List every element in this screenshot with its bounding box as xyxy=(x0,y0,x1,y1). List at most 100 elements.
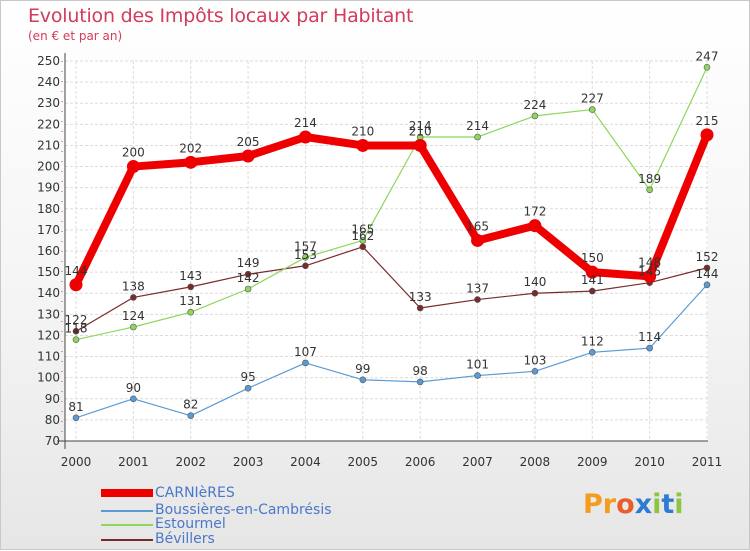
y-tick-label: 250 xyxy=(37,54,60,68)
data-point-estourmel xyxy=(130,323,137,331)
x-tick-label: 2011 xyxy=(692,455,723,469)
data-label-bevillers: 152 xyxy=(696,250,719,264)
logo-letter: x xyxy=(634,489,653,520)
data-label-estourmel: 214 xyxy=(466,119,489,133)
data-label-carnieres: 214 xyxy=(294,116,317,130)
data-label-boussieres-en-cambresis: 82 xyxy=(183,398,198,412)
y-tick-label: 160 xyxy=(37,244,60,258)
data-point-boussieres-en-cambresis xyxy=(244,384,252,392)
data-point-estourmel xyxy=(187,308,195,316)
data-point-boussieres-en-cambresis xyxy=(531,368,539,375)
series-layer xyxy=(69,64,714,422)
data-point-bevillers xyxy=(703,264,711,272)
x-tick-label: 2002 xyxy=(175,455,206,469)
data-label-bevillers: 145 xyxy=(638,265,661,279)
data-point-estourmel xyxy=(588,106,596,113)
series-line-estourmel xyxy=(75,66,708,341)
data-point-estourmel xyxy=(646,186,653,194)
axis-layer: 7080901001101201301401501601701801902002… xyxy=(37,53,722,469)
data-point-boussieres-en-cambresis xyxy=(302,359,309,367)
series-line-carnieres xyxy=(72,130,711,289)
data-label-estourmel: 118 xyxy=(65,322,88,336)
x-tick-label: 2009 xyxy=(577,455,608,469)
data-point-bevillers xyxy=(130,294,137,301)
y-tick-label: 100 xyxy=(37,371,60,385)
y-tick-label: 180 xyxy=(37,202,60,216)
data-point-estourmel xyxy=(302,254,309,261)
data-label-carnieres: 210 xyxy=(409,124,432,138)
y-tick-label: 140 xyxy=(37,286,60,300)
x-tick-label: 2004 xyxy=(290,455,321,469)
data-label-estourmel: 227 xyxy=(581,92,604,106)
data-point-bevillers xyxy=(359,243,367,251)
data-point-bevillers xyxy=(244,270,252,278)
data-label-layer: 81 90 82 95 107 99 98 101 103 112 114 144 122 138 143 1… xyxy=(65,49,719,413)
data-point-bevillers xyxy=(416,304,424,312)
y-tick-label: 90 xyxy=(45,392,60,406)
data-point-bevillers xyxy=(531,289,539,297)
data-label-estourmel: 124 xyxy=(122,309,145,323)
data-label-boussieres-en-cambresis: 107 xyxy=(294,345,317,359)
data-point-estourmel xyxy=(474,133,481,141)
legend-label: CARNIèRES xyxy=(155,485,235,501)
x-tick-label: 2001 xyxy=(118,455,149,469)
logo-letter: r xyxy=(602,489,617,520)
data-label-carnieres: 202 xyxy=(179,141,202,155)
data-label-estourmel: 189 xyxy=(638,172,661,186)
x-tick-label: 2007 xyxy=(462,455,493,469)
x-tick-label: 2006 xyxy=(405,455,436,469)
y-tick-label: 190 xyxy=(37,181,60,195)
data-label-boussieres-en-cambresis: 95 xyxy=(240,370,255,384)
data-label-bevillers: 162 xyxy=(351,229,374,243)
series-line-boussieres-en-cambresis xyxy=(75,284,708,419)
legend-label: Estourmel xyxy=(155,516,226,532)
data-label-bevillers: 143 xyxy=(179,269,202,283)
data-point-carnieres xyxy=(241,149,255,163)
legend-label: Boussières-en-Cambrésis xyxy=(155,502,332,518)
data-label-carnieres: 205 xyxy=(237,135,260,149)
legend-swatch xyxy=(101,524,153,526)
data-label-carnieres: 144 xyxy=(65,264,88,278)
logo-letter: o xyxy=(616,489,635,520)
data-label-boussieres-en-cambresis: 90 xyxy=(126,381,141,395)
data-label-estourmel: 142 xyxy=(237,271,260,285)
data-point-boussieres-en-cambresis xyxy=(130,395,137,403)
data-point-boussieres-en-cambresis xyxy=(359,376,367,384)
data-point-estourmel xyxy=(531,112,539,120)
data-point-estourmel xyxy=(359,237,367,244)
data-label-boussieres-en-cambresis: 114 xyxy=(638,330,661,344)
x-tick-label: 2008 xyxy=(520,455,551,469)
logo-letter: P xyxy=(583,489,603,520)
chart-subtitle: (en € et par an) xyxy=(28,29,123,43)
legend-swatch xyxy=(101,510,153,512)
y-tick-label: 220 xyxy=(37,117,60,131)
data-point-boussieres-en-cambresis xyxy=(416,378,424,386)
data-point-boussieres-en-cambresis xyxy=(187,412,195,419)
data-label-bevillers: 122 xyxy=(65,313,88,327)
legend-swatch xyxy=(101,489,153,497)
data-point-boussieres-en-cambresis xyxy=(474,372,481,379)
data-label-bevillers: 149 xyxy=(237,256,260,270)
data-point-estourmel xyxy=(244,285,252,293)
y-tick-label: 240 xyxy=(37,75,60,89)
x-tick-label: 2000 xyxy=(61,455,92,469)
data-label-boussieres-en-cambresis: 98 xyxy=(413,364,428,378)
chart-title: Evolution des Impôts locaux par Habitant xyxy=(28,5,414,27)
data-label-estourmel: 214 xyxy=(409,119,432,133)
x-tick-label: 2003 xyxy=(233,455,264,469)
data-point-bevillers xyxy=(187,283,195,291)
data-point-carnieres xyxy=(413,138,427,152)
data-label-bevillers: 153 xyxy=(294,248,317,262)
x-tick-label: 2010 xyxy=(634,455,665,469)
data-label-carnieres: 210 xyxy=(351,124,374,138)
logo-letter: i xyxy=(652,489,662,520)
y-tick-label: 70 xyxy=(45,434,60,448)
grid-layer xyxy=(65,60,708,442)
data-point-boussieres-en-cambresis xyxy=(646,344,653,352)
y-tick-label: 80 xyxy=(45,413,60,427)
y-tick-label: 110 xyxy=(37,350,60,364)
data-point-carnieres xyxy=(69,278,83,292)
logo-letter: t xyxy=(661,489,675,520)
